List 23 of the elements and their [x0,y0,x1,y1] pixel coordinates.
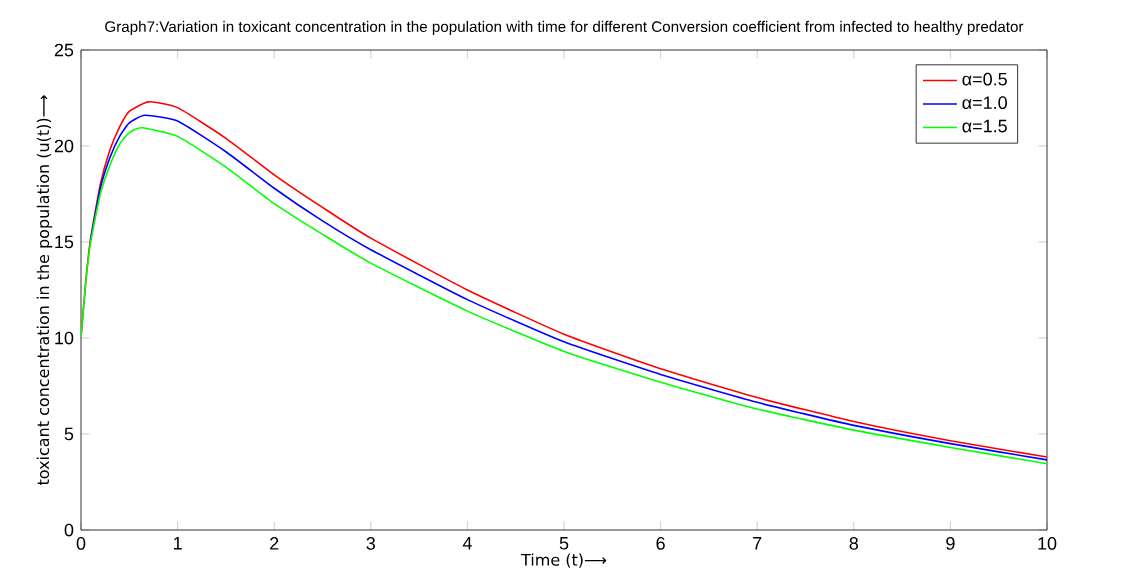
legend-label: α=1.5 [962,119,1007,133]
x-tick-label: 0 [76,537,86,550]
y-tick-label: 0 [64,523,74,537]
y-tick-label: 5 [64,427,74,441]
y-tick-label: 15 [55,235,74,249]
x-tick-label: 1 [173,537,182,550]
x-tick-label: 5 [559,537,569,550]
x-tick-label: 2 [270,537,279,550]
x-tick-label: 9 [946,537,955,550]
x-tick-label: 6 [656,537,665,550]
y-tick-label: 20 [54,139,74,153]
x-tick-label: 7 [753,537,762,550]
x-tick-label: 3 [366,537,376,550]
chart-title: Graph7:Variation in toxicant concentration in the population with time for different Conversion coefficient from infected to healthy predator [105,20,1024,35]
legend-label: α=1.0 [962,96,1007,110]
x-tick-label: 8 [849,537,859,550]
legend-label: α=0.5 [962,72,1007,86]
x-axis-title: Time (t)⟶ [520,553,607,568]
y-tick-label: 10 [55,331,74,345]
x-tick-label: 10 [1038,537,1057,550]
x-tick-label: 4 [462,537,472,550]
y-tick-label: 25 [54,43,74,57]
y-axis-title: toxicant concentration in the population (u(t))⟶ [36,95,53,486]
